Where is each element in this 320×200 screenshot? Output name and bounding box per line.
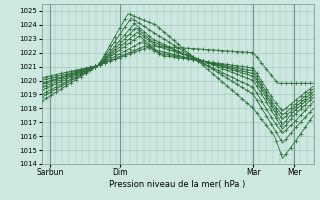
X-axis label: Pression niveau de la mer( hPa ): Pression niveau de la mer( hPa ) <box>109 180 246 189</box>
